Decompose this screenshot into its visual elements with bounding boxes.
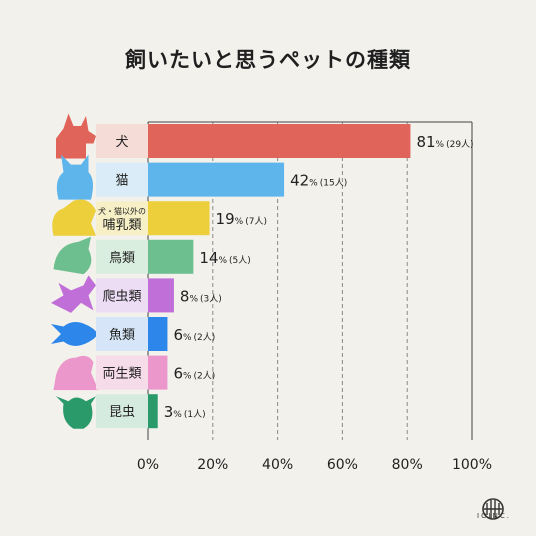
company-logo-icon (482, 498, 504, 520)
squirrel-icon (52, 199, 96, 236)
x-tick-label: 80% (392, 457, 423, 473)
bar-value-label: 8% (3人) (180, 287, 222, 305)
category-label: 猫 (115, 174, 128, 189)
category-label-box (96, 394, 148, 429)
category-label-box (96, 201, 148, 236)
category-label: 爬虫類 (102, 289, 141, 304)
bar-value-label: 6% (2人) (173, 365, 215, 383)
bar-value-label: 6% (2人) (173, 326, 215, 344)
category-label-box (96, 124, 148, 158)
x-tick-label: 100% (452, 457, 492, 473)
category-label: 鳥類 (109, 251, 135, 266)
bar-value-label: 19% (7人) (216, 210, 267, 228)
x-tick-label: 20% (197, 457, 228, 473)
bar-value-label: 3% (1人) (164, 403, 206, 421)
bar (148, 278, 174, 313)
dog-icon (56, 113, 96, 159)
x-tick-label: 0% (137, 457, 159, 473)
lizard-icon (51, 275, 96, 313)
frog-icon (53, 355, 99, 391)
fish-icon (51, 322, 99, 346)
x-tick-label: 60% (327, 457, 358, 473)
bar (148, 239, 194, 274)
x-tick-label: 40% (262, 457, 293, 473)
company-logo-text: IOINC. (477, 512, 511, 520)
bird-icon (53, 236, 92, 275)
bar (148, 162, 285, 197)
category-label-box (96, 162, 148, 197)
cat-icon (56, 154, 94, 200)
bar-value-label: 42% (15人) (290, 172, 347, 190)
beetle-icon (56, 396, 96, 429)
category-label: 昆虫 (109, 405, 135, 420)
category-label-sub: 犬・猫以外の (98, 206, 146, 216)
category-label: 哺乳類 (102, 218, 141, 233)
category-label-box (96, 239, 148, 274)
bar (148, 355, 168, 390)
bar (148, 201, 210, 236)
bar (148, 124, 411, 158)
category-label-box (96, 278, 148, 313)
category-label: 両生類 (102, 367, 141, 382)
category-label-box (96, 355, 148, 390)
category-label: 魚類 (109, 328, 135, 343)
bar-value-label: 14% (5人) (199, 249, 250, 267)
category-label-box (96, 317, 148, 351)
bar-value-label: 81% (29人) (416, 133, 473, 151)
bar (148, 317, 168, 351)
chart-title: 飼いたいと思うペットの種類 (125, 48, 411, 72)
bar (148, 394, 158, 429)
category-label: 犬 (115, 135, 128, 150)
